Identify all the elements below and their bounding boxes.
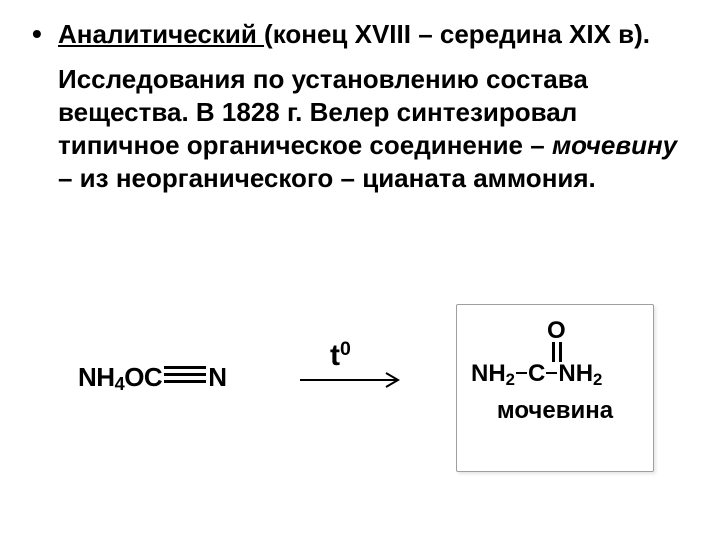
reactant-NH: NH <box>78 362 115 392</box>
desc-part1: Исследования по установлению состава вещ… <box>58 64 588 161</box>
reactant-formula: NH4OC N <box>78 362 226 395</box>
urea-structure: O NH2CNH2 мочевина <box>457 305 653 471</box>
slide: Аналитический (конец XVIII – середина XI… <box>0 0 720 540</box>
urea-sub2-right: 2 <box>593 370 602 389</box>
reactant-OC: OC <box>124 362 162 392</box>
reaction-arrow <box>298 370 418 395</box>
reactant-N: N <box>208 362 226 392</box>
bullet-title-underlined: Аналитический <box>58 19 264 49</box>
reactant-sub4: 4 <box>115 374 125 394</box>
single-bond-right-icon <box>546 372 557 375</box>
product-box: O NH2CNH2 мочевина <box>456 304 654 472</box>
bullet-list: Аналитический (конец XVIII – середина XI… <box>28 18 692 51</box>
temperature-label: t0 <box>330 338 351 373</box>
triple-bond-icon <box>164 366 206 383</box>
double-bond-icon <box>551 342 563 362</box>
desc-part2: – из неорганического – цианата аммония. <box>58 163 596 193</box>
desc-emph-urea: мочевину <box>552 130 677 160</box>
single-bond-left-icon <box>516 372 527 375</box>
urea-NH2-right-N: NH <box>558 360 593 387</box>
urea-sub2-left: 2 <box>506 370 515 389</box>
temp-sup0: 0 <box>340 338 351 360</box>
arrow-icon <box>298 370 418 390</box>
urea-O-atom: O <box>547 317 566 345</box>
urea-main-line: NH2CNH2 <box>471 360 602 390</box>
reaction-diagram: NH4OCN t0 O NH2CNH2 мочевина <box>78 310 668 490</box>
temp-t: t <box>330 339 340 372</box>
bullet-title-tail: (конец XVIII – середина XIX в). <box>264 19 650 49</box>
urea-NH2-left-N: NH <box>471 360 506 387</box>
urea-C-atom: C <box>528 360 545 387</box>
urea-caption: мочевина <box>457 397 653 425</box>
paragraph-description: Исследования по установлению состава вещ… <box>28 63 692 196</box>
bullet-item-analytical: Аналитический (конец XVIII – середина XI… <box>28 18 692 51</box>
